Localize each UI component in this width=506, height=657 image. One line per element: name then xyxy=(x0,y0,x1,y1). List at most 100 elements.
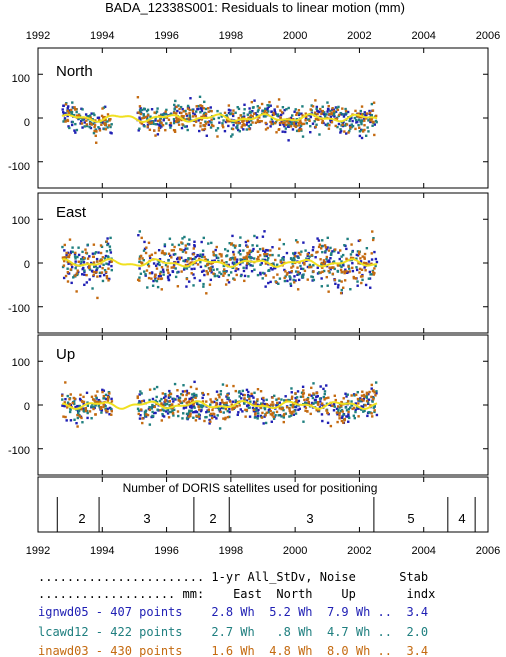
data-point xyxy=(372,389,375,392)
data-point xyxy=(202,393,205,396)
data-point xyxy=(318,406,322,409)
data-point xyxy=(295,111,299,115)
data-point xyxy=(293,275,296,278)
data-point xyxy=(227,111,231,115)
data-point xyxy=(101,266,104,270)
data-point xyxy=(367,130,370,133)
data-point xyxy=(368,111,372,115)
data-point xyxy=(86,411,89,415)
data-point xyxy=(192,392,196,396)
data-point xyxy=(95,400,99,404)
data-point xyxy=(62,111,65,114)
data-point xyxy=(360,116,363,119)
data-point xyxy=(182,268,186,271)
data-point xyxy=(335,107,339,110)
data-point xyxy=(73,402,76,406)
data-point xyxy=(244,240,248,244)
data-point xyxy=(342,115,346,118)
data-point xyxy=(215,417,218,420)
data-point xyxy=(245,404,249,407)
data-point xyxy=(219,390,223,393)
data-point xyxy=(186,260,189,263)
data-point xyxy=(320,413,324,416)
data-point xyxy=(101,279,105,283)
data-point xyxy=(329,109,332,113)
data-point xyxy=(346,393,349,396)
data-point xyxy=(308,255,311,258)
data-point xyxy=(303,269,307,273)
data-point xyxy=(81,273,84,276)
data-point xyxy=(70,123,74,127)
data-point xyxy=(224,416,227,420)
data-point xyxy=(218,427,222,430)
data-point xyxy=(220,253,223,256)
data-point xyxy=(139,107,142,110)
data-point xyxy=(295,113,298,116)
data-point xyxy=(357,239,361,243)
data-point xyxy=(74,274,77,277)
data-point xyxy=(260,262,264,265)
data-point xyxy=(110,397,113,401)
data-point xyxy=(260,416,264,419)
data-point xyxy=(236,126,239,130)
data-point xyxy=(276,113,280,116)
data-point xyxy=(171,412,175,415)
data-point xyxy=(323,392,326,396)
data-point xyxy=(273,121,277,125)
data-point xyxy=(259,271,262,275)
data-point xyxy=(69,110,72,114)
data-point xyxy=(220,272,223,276)
data-point xyxy=(374,119,378,123)
data-point xyxy=(70,112,73,116)
data-point xyxy=(66,270,70,274)
data-point xyxy=(182,384,185,387)
data-point xyxy=(331,272,335,276)
data-point xyxy=(96,390,99,393)
data-point xyxy=(219,410,222,414)
data-point xyxy=(295,120,298,123)
data-point xyxy=(341,123,344,126)
data-point xyxy=(278,238,281,241)
data-point xyxy=(72,113,76,117)
data-point xyxy=(162,270,165,274)
data-point xyxy=(169,112,172,116)
data-point xyxy=(358,267,362,271)
data-point xyxy=(333,267,336,271)
data-point xyxy=(102,263,105,267)
data-point xyxy=(101,388,104,392)
data-point xyxy=(310,275,313,278)
data-point xyxy=(269,125,272,128)
data-point xyxy=(294,122,298,125)
data-point xyxy=(362,399,365,402)
x-tick-label: 1992 xyxy=(26,30,50,42)
data-point xyxy=(312,278,316,282)
data-point xyxy=(248,107,251,110)
data-point xyxy=(217,408,221,411)
data-point xyxy=(153,387,156,391)
data-point xyxy=(166,408,169,411)
data-point xyxy=(69,407,72,411)
data-point xyxy=(289,276,292,279)
data-point xyxy=(292,410,295,413)
data-point xyxy=(325,124,329,127)
data-point xyxy=(64,381,67,384)
data-point xyxy=(169,392,173,396)
data-point xyxy=(273,394,276,398)
data-point xyxy=(304,112,307,115)
data-point xyxy=(225,401,228,404)
satellite-count: 2 xyxy=(78,511,85,526)
data-point xyxy=(307,401,310,404)
data-point xyxy=(109,125,112,129)
data-point xyxy=(339,291,343,295)
data-point xyxy=(78,404,81,408)
data-point xyxy=(306,253,309,256)
data-point xyxy=(70,265,74,269)
data-point xyxy=(212,250,215,254)
data-point xyxy=(363,128,366,132)
data-point xyxy=(218,121,221,124)
data-point xyxy=(322,269,326,273)
data-point xyxy=(328,271,331,274)
data-point xyxy=(201,253,205,256)
data-point xyxy=(294,405,298,409)
data-point xyxy=(164,263,168,267)
